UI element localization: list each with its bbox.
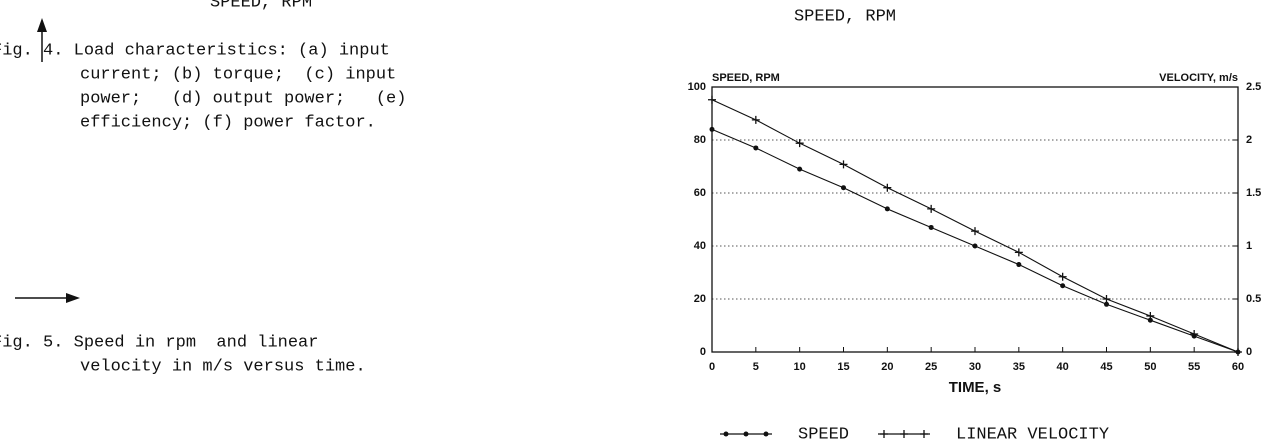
- y-tick-label: 20: [694, 293, 706, 305]
- legend-marker: [900, 430, 908, 438]
- x-tick-label: 30: [969, 361, 981, 373]
- legend-marker: [743, 431, 749, 437]
- x-tick-label: 10: [794, 361, 806, 373]
- y2-tick-label: 1: [1246, 240, 1252, 252]
- x-tick-label: 40: [1057, 361, 1069, 373]
- y-tick-label: 0: [700, 346, 706, 358]
- data-point: [795, 139, 804, 148]
- x-tick-label: 25: [925, 361, 937, 373]
- data-point: [972, 243, 978, 249]
- data-point: [1014, 248, 1023, 257]
- y2-tick-label: 2.5: [1246, 81, 1261, 93]
- data-point: [797, 166, 803, 172]
- legend-label: SPEED: [798, 425, 849, 444]
- data-point: [709, 126, 715, 132]
- x-tick-label: 55: [1188, 361, 1200, 373]
- plot-frame: [711, 86, 1239, 353]
- data-point: [1190, 329, 1199, 338]
- x-axis-label: TIME, s: [949, 379, 1002, 396]
- right-fragment: SPEED, RPM: [794, 7, 896, 26]
- x-tick-label: 50: [1144, 361, 1156, 373]
- arrow-head: [66, 293, 80, 303]
- y-tick-label: 100: [688, 81, 706, 93]
- data-point: [1016, 262, 1022, 268]
- data-point: [841, 185, 846, 191]
- y2-tick-label: 1.5: [1246, 187, 1261, 199]
- data-point: [883, 183, 892, 192]
- series-line: [711, 128, 1239, 353]
- data-point: [751, 115, 760, 124]
- data-point: [1060, 283, 1066, 289]
- y-axis-label: SPEED, RPM: [712, 72, 780, 84]
- y2-tick-label: 0: [1246, 346, 1252, 358]
- x-tick-label: 0: [709, 361, 715, 373]
- x-tick-label: 15: [837, 361, 849, 373]
- y2-axis-label: VELOCITY, m/s: [1159, 72, 1238, 84]
- data-point: [708, 95, 716, 104]
- arrow-head: [37, 18, 47, 32]
- data-point: [1147, 317, 1153, 323]
- y-tick-label: 60: [694, 187, 706, 199]
- x-tick-label: 35: [1013, 361, 1025, 373]
- legend-label: LINEAR VELOCITY: [956, 425, 1109, 444]
- y-tick-label: 80: [694, 134, 706, 146]
- caption-line: current; (b) torque; (c) input: [80, 65, 396, 84]
- data-point: [928, 224, 934, 230]
- x-tick-label: 60: [1232, 361, 1244, 373]
- data-point: [1058, 272, 1067, 281]
- caption-line: velocity in m/s versus time.: [80, 357, 366, 376]
- legend-marker: [920, 430, 928, 438]
- data-point: [1104, 301, 1109, 307]
- data-point: [884, 206, 890, 212]
- x-tick-label: 20: [881, 361, 893, 373]
- x-tick-label: 5: [753, 361, 759, 373]
- data-point: [971, 227, 979, 236]
- y-tick-label: 40: [694, 240, 706, 252]
- caption-line: power; (d) output power; (e): [80, 89, 406, 108]
- legend-marker: [723, 431, 729, 437]
- data-point: [753, 145, 759, 151]
- data-point: [1234, 348, 1242, 356]
- data-point: [839, 160, 848, 169]
- caption-line: Fig. 5. Speed in rpm and linear: [0, 333, 318, 352]
- x-tick-label: 45: [1100, 361, 1112, 373]
- data-point: [927, 204, 936, 213]
- data-point: [1146, 311, 1155, 320]
- data-point: [1102, 295, 1111, 303]
- y2-tick-label: 0.5: [1246, 293, 1261, 305]
- legend-marker: [880, 430, 888, 438]
- caption-line: Fig. 4. Load characteristics: (a) input: [0, 41, 390, 60]
- top-fragment: SPEED, RPM: [210, 0, 312, 12]
- caption-line: efficiency; (f) power factor.: [80, 113, 376, 132]
- series-line: [711, 99, 1239, 353]
- y2-tick-label: 2: [1246, 134, 1252, 146]
- legend-marker: [763, 431, 769, 437]
